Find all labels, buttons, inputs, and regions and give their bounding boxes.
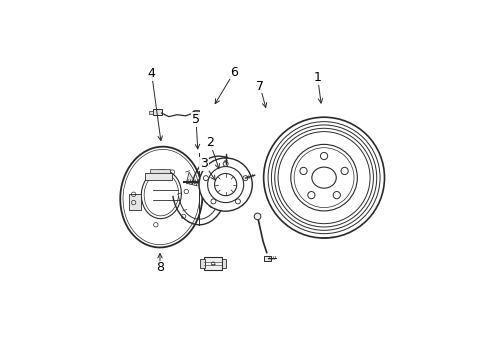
Bar bbox=[204, 257, 222, 270]
Text: 3: 3 bbox=[200, 157, 207, 170]
Bar bbox=[129, 194, 140, 210]
Text: 4: 4 bbox=[147, 67, 155, 80]
Circle shape bbox=[263, 117, 384, 238]
Text: 6: 6 bbox=[229, 66, 238, 79]
Bar bbox=[193, 110, 199, 115]
Bar bbox=[149, 111, 153, 114]
Bar bbox=[221, 260, 226, 268]
Text: 8: 8 bbox=[156, 261, 163, 274]
Text: 2: 2 bbox=[206, 136, 214, 149]
Bar bbox=[264, 256, 270, 261]
Circle shape bbox=[254, 213, 260, 220]
Bar bbox=[150, 169, 169, 174]
Circle shape bbox=[199, 158, 252, 211]
Ellipse shape bbox=[120, 147, 202, 247]
Bar bbox=[152, 109, 162, 115]
Bar bbox=[200, 260, 204, 268]
Text: 7: 7 bbox=[256, 80, 264, 93]
Bar bbox=[144, 174, 172, 180]
Ellipse shape bbox=[141, 170, 181, 219]
Polygon shape bbox=[186, 172, 197, 186]
Text: 5: 5 bbox=[192, 113, 200, 126]
Text: 1: 1 bbox=[313, 71, 321, 84]
